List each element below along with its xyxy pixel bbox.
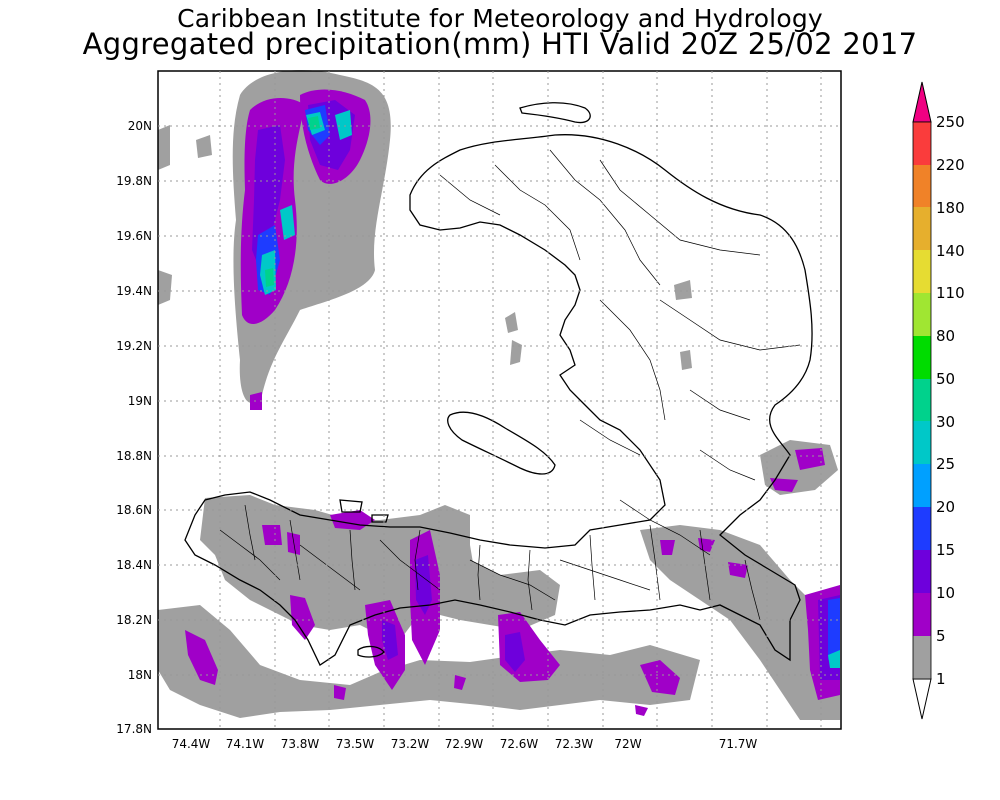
- title-line-1: Caribbean Institute for Meteorology and …: [177, 4, 823, 33]
- colorbar-top-arrow: [912, 81, 932, 123]
- lat-tick: 19.6N: [116, 229, 152, 243]
- longitude-labels: 74.4W 74.1W 73.8W 73.5W 73.2W 72.9W 72.6…: [172, 737, 758, 751]
- colorbar-bottom-arrow: [912, 678, 932, 720]
- colorbar-label: 5: [936, 627, 946, 645]
- colorbar-label: 180: [936, 199, 965, 217]
- map-border: [157, 70, 842, 730]
- lon-tick: 72.9W: [445, 737, 484, 751]
- colorbar-label: 15: [936, 541, 955, 559]
- lon-tick: 72.6W: [500, 737, 539, 751]
- lat-tick: 18.2N: [116, 613, 152, 627]
- lon-tick: 74.1W: [226, 737, 265, 751]
- latitude-labels: 20N 19.8N 19.6N 19.4N 19.2N 19N 18.8N 18…: [116, 119, 152, 736]
- lon-tick: 74.4W: [172, 737, 211, 751]
- lon-tick: 73.2W: [391, 737, 430, 751]
- colorbar-outline: [912, 121, 932, 680]
- colorbar-bin: [913, 293, 931, 336]
- colorbar-label: 80: [936, 327, 955, 345]
- haiti-landmass: [184, 102, 813, 666]
- colorbar-bin: [913, 421, 931, 464]
- colorbar-label: 110: [936, 284, 965, 302]
- title-line-2: Aggregated precipitation(mm) HTI Valid 2…: [82, 27, 918, 61]
- lat-tick: 18.4N: [116, 558, 152, 572]
- colorbar-bin: [913, 165, 931, 207]
- colorbar-bin: [913, 250, 931, 293]
- colorbar-label: 220: [936, 156, 965, 174]
- lon-tick: 72W: [614, 737, 641, 751]
- lat-tick: 18.8N: [116, 449, 152, 463]
- colorbar-label: 30: [936, 413, 955, 431]
- colorbar-bin: [913, 336, 931, 379]
- lat-tick: 18.6N: [116, 503, 152, 517]
- colorbar-label: 250: [936, 113, 965, 131]
- colorbar: 1 5 10 15 20 25 30 50 80 110 140 180 220…: [912, 81, 965, 720]
- colorbar-label: 20: [936, 498, 955, 516]
- lat-tick: 17.8N: [116, 722, 152, 736]
- colorbar-label: 50: [936, 370, 955, 388]
- lon-tick: 72.3W: [555, 737, 594, 751]
- colorbar-label: 25: [936, 455, 955, 473]
- colorbar-bin: [913, 507, 931, 550]
- colorbar-bin: [913, 636, 931, 679]
- colorbar-bin: [913, 122, 931, 165]
- colorbar-label: 10: [936, 584, 955, 602]
- precip-extreme-areas: [265, 116, 320, 287]
- colorbar-bin: [913, 207, 931, 250]
- grid-lines: [158, 71, 841, 729]
- colorbar-bin: [913, 593, 931, 636]
- lat-tick: 19.4N: [116, 284, 152, 298]
- lat-tick: 19.2N: [116, 339, 152, 353]
- lon-tick: 73.5W: [336, 737, 375, 751]
- lat-tick: 19.8N: [116, 174, 152, 188]
- colorbar-bin: [913, 464, 931, 507]
- lat-tick: 20N: [128, 119, 152, 133]
- lon-tick: 73.8W: [281, 737, 320, 751]
- lat-tick: 19N: [128, 394, 152, 408]
- lon-tick: 71.7W: [719, 737, 758, 751]
- admin-boundaries: [219, 149, 801, 621]
- lat-tick: 18N: [128, 668, 152, 682]
- colorbar-bin: [913, 379, 931, 421]
- colorbar-bin: [913, 550, 931, 593]
- colorbar-label: 1: [936, 670, 946, 688]
- colorbar-label: 140: [936, 242, 965, 260]
